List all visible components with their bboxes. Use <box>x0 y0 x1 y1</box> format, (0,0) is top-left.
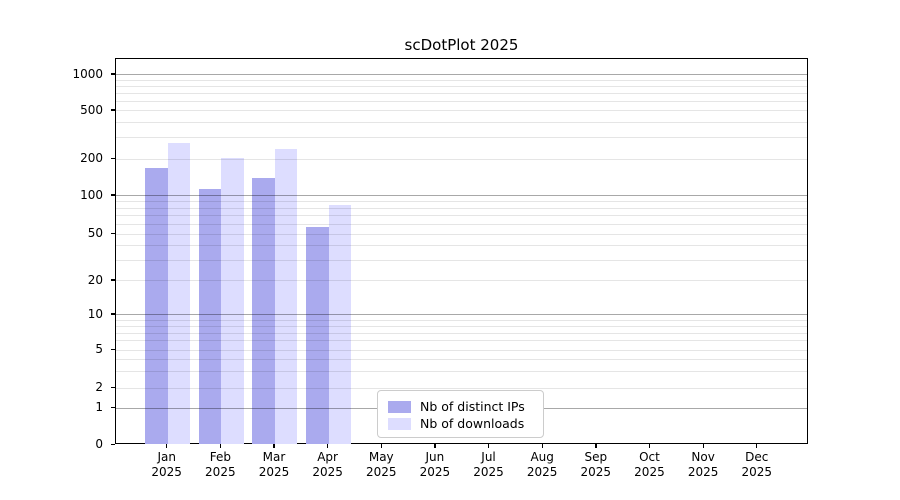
x-tick-mark-nov-2025 <box>702 444 704 448</box>
bar-nb-of-distinct-ips-mar-2025 <box>252 178 275 444</box>
y-tick-label-500: 500 <box>80 102 103 117</box>
y-tick-mark-10 <box>110 313 115 315</box>
gridline-minor-500 <box>116 110 807 112</box>
legend-swatch-distinct-ips <box>388 400 411 413</box>
x-tick-mark-jan-2025 <box>166 444 168 448</box>
gridline-minor-20 <box>116 280 807 282</box>
y-tick-label-10: 10 <box>87 306 103 321</box>
x-tick-mark-jul-2025 <box>488 444 490 448</box>
bar-nb-of-downloads-mar-2025 <box>274 148 298 444</box>
y-tick-mark-50 <box>110 232 115 234</box>
y-tick-mark-0 <box>110 443 115 445</box>
x-tick-label-aug-2025: Aug 2025 <box>526 450 558 479</box>
gridline-major-100 <box>116 195 807 197</box>
bar-nb-of-distinct-ips-jan-2025 <box>145 167 168 444</box>
x-tick-label-sep-2025: Sep 2025 <box>580 450 612 479</box>
gridline-minor-9 <box>116 319 807 321</box>
x-tick-mark-apr-2025 <box>327 444 329 448</box>
legend-label-downloads: Nb of downloads <box>420 415 525 431</box>
y-tick-mark-5 <box>110 348 115 350</box>
y-tick-mark-500 <box>110 109 115 111</box>
gridline-major-10 <box>116 314 807 316</box>
x-tick-mark-dec-2025 <box>756 444 758 448</box>
x-tick-label-jan-2025: Jan 2025 <box>151 450 182 479</box>
x-tick-label-jul-2025: Jul 2025 <box>473 450 504 479</box>
gridline-minor-6 <box>116 340 807 342</box>
legend-item-distinct-ips: Nb of distinct IPs <box>388 398 533 415</box>
y-tick-mark-1000 <box>110 73 115 75</box>
x-tick-label-mar-2025: Mar 2025 <box>258 450 290 479</box>
gridline-minor-300 <box>116 137 807 139</box>
y-tick-label-100: 100 <box>80 187 103 202</box>
y-tick-mark-2 <box>110 386 115 388</box>
gridline-minor-600 <box>116 101 807 103</box>
x-tick-label-jun-2025: Jun 2025 <box>419 450 451 479</box>
x-tick-label-apr-2025: Apr 2025 <box>312 450 343 479</box>
gridline-minor-60 <box>116 223 807 225</box>
gridline-minor-400 <box>116 122 807 124</box>
gridline-minor-70 <box>116 215 807 217</box>
gridline-minor-7 <box>116 332 807 334</box>
bar-nb-of-downloads-feb-2025 <box>221 157 244 444</box>
y-tick-label-1: 1 <box>95 400 103 415</box>
x-tick-label-dec-2025: Dec 2025 <box>741 450 772 479</box>
x-tick-label-feb-2025: Feb 2025 <box>205 450 236 479</box>
gridline-minor-40 <box>116 245 807 247</box>
gridline-minor-3 <box>116 370 807 372</box>
gridline-minor-8 <box>116 325 807 327</box>
bar-nb-of-downloads-jan-2025 <box>167 143 191 444</box>
y-tick-label-0: 0 <box>95 437 103 451</box>
gridline-minor-80 <box>116 207 807 209</box>
y-tick-label-20: 20 <box>87 272 103 287</box>
bar-nb-of-distinct-ips-feb-2025 <box>198 188 222 444</box>
y-tick-mark-20 <box>110 279 115 281</box>
y-tick-mark-1 <box>110 406 115 409</box>
legend-item-downloads: Nb of downloads <box>388 415 533 432</box>
x-tick-mark-oct-2025 <box>648 444 651 448</box>
gridline-major-1000 <box>116 74 807 76</box>
y-tick-label-200: 200 <box>80 151 103 166</box>
plot-area <box>115 58 808 444</box>
gridline-minor-5 <box>116 349 807 351</box>
y-tick-label-5: 5 <box>95 342 103 357</box>
y-tick-label-1000: 1000 <box>72 66 103 81</box>
bar-nb-of-distinct-ips-apr-2025 <box>306 227 329 444</box>
x-tick-label-may-2025: May 2025 <box>365 450 397 479</box>
legend-label-distinct-ips: Nb of distinct IPs <box>420 398 525 414</box>
bar-nb-of-downloads-apr-2025 <box>328 204 352 444</box>
x-tick-label-nov-2025: Nov 2025 <box>687 450 719 479</box>
x-tick-mark-sep-2025 <box>595 444 597 448</box>
x-tick-mark-jun-2025 <box>434 444 436 448</box>
gridline-minor-4 <box>116 359 807 361</box>
legend: Nb of distinct IPs Nb of downloads <box>377 390 544 438</box>
gridline-minor-800 <box>116 86 807 88</box>
gridline-minor-90 <box>116 201 807 203</box>
x-tick-mark-feb-2025 <box>219 444 222 448</box>
gridline-minor-2 <box>116 387 807 389</box>
y-tick-label-2: 2 <box>95 380 103 395</box>
gridline-minor-900 <box>116 79 807 81</box>
y-tick-mark-100 <box>110 194 115 196</box>
legend-swatch-downloads <box>388 417 411 430</box>
x-tick-label-oct-2025: Oct 2025 <box>634 450 665 479</box>
gridline-minor-50 <box>116 233 807 235</box>
y-tick-mark-200 <box>110 157 115 159</box>
y-tick-label-50: 50 <box>87 226 103 241</box>
x-tick-mark-aug-2025 <box>541 444 543 448</box>
x-tick-mark-mar-2025 <box>273 444 275 448</box>
gridline-minor-200 <box>116 158 807 160</box>
chart-title: scDotPlot 2025 <box>404 36 519 54</box>
gridline-minor-700 <box>116 93 807 94</box>
gridline-minor-30 <box>116 259 807 261</box>
x-tick-mark-may-2025 <box>380 444 382 448</box>
